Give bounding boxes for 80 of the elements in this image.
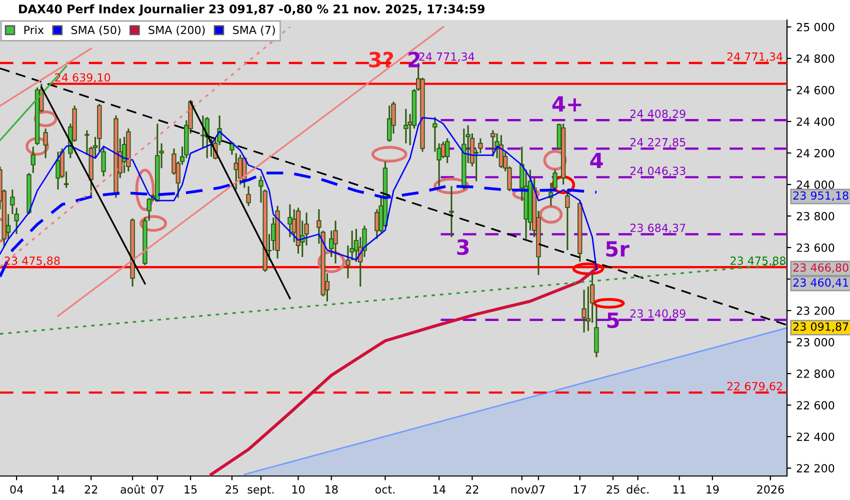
candlestick: [478, 138, 483, 154]
x-tick-label: déc.: [626, 484, 648, 494]
x-tick-label: 25: [606, 485, 620, 494]
candlestick: [146, 196, 152, 222]
ref-line-label: 24 408,29: [630, 110, 686, 120]
y-tick-label: 24 600: [796, 86, 834, 94]
candlestick: [387, 104, 392, 143]
y-tick-label: 22 800: [796, 370, 834, 378]
candlestick: [30, 146, 36, 174]
ref-line-label: 22 679,62: [727, 382, 782, 392]
y-tick-label: 24 000: [796, 180, 834, 189]
ref-line-label: 23 475,88: [4, 256, 60, 266]
x-tick-label: 2026: [757, 485, 784, 494]
y-tick-label: 24 200: [796, 148, 834, 158]
candlestick: [582, 288, 586, 334]
x-tick-label: 18: [326, 485, 338, 494]
x-tick-label: 07: [151, 485, 164, 494]
x-tick-label: 14: [433, 485, 446, 494]
candlestick: [445, 138, 450, 164]
x-tick-label: 04: [10, 485, 24, 494]
chart-title: DAX40 Perf Index Journalier 23 091,87 -0,80 % 21 nov. 2025, 17:34:59: [19, 4, 485, 16]
y-tick-label: 23 000: [796, 338, 834, 346]
ref-line-label: 23 684,37: [630, 224, 686, 234]
candlestick: [234, 152, 238, 190]
x-tick-label: 10: [292, 485, 305, 494]
annotation: 5: [607, 312, 619, 328]
legend-label: Prix: [24, 26, 44, 34]
ref-line-label: 23 140,89: [630, 309, 686, 319]
y-tick-label: 24 800: [796, 54, 834, 63]
y-tick-label: 23 200: [796, 306, 834, 315]
candlestick: [288, 204, 292, 238]
candlestick: [490, 129, 496, 158]
ref-line-label: 24 771,34: [727, 52, 782, 62]
x-tick-label: 17: [574, 485, 586, 494]
y-tick-label: 25 000: [796, 22, 834, 32]
x-tick-label: 15: [184, 485, 197, 494]
text: 23 091,87: [793, 322, 848, 332]
x-tick-label: août: [120, 484, 145, 494]
x-tick-label: 19: [706, 485, 719, 494]
annotation: 4: [590, 152, 603, 168]
x-tick-label: 25: [226, 485, 238, 494]
annotation: 24 771,34: [419, 52, 474, 62]
ref-line-label: 24 227,85: [630, 138, 686, 148]
x-tick-label: 22: [466, 485, 478, 494]
y-tick-label: 23 600: [796, 244, 834, 252]
y-tick-label: 22 600: [796, 401, 834, 410]
text: 23 951,18: [793, 191, 848, 201]
candlestick: [404, 108, 408, 144]
legend-label: SMA (50): [71, 26, 120, 36]
x-tick-label: 14: [52, 485, 64, 494]
candlestick: [333, 220, 338, 264]
y-tick-label: 22 400: [796, 432, 834, 441]
y-tick-label: 23 800: [796, 212, 834, 220]
ref-line-label: 24 046,33: [630, 166, 686, 176]
annotation: 4+: [552, 96, 582, 112]
text: 23 466,80: [793, 263, 848, 273]
text: 23 460,41: [793, 278, 848, 288]
annotation: 5r: [606, 241, 630, 257]
candlestick: [200, 114, 206, 150]
candlestick: [449, 185, 454, 238]
x-tick-label: sept.: [248, 486, 274, 496]
candlestick: [565, 188, 570, 251]
x-tick-label: nov.: [511, 487, 532, 494]
x-tick-label: oct.: [375, 486, 394, 494]
legend-label: SMA (7): [233, 26, 275, 36]
annotation: 23 475,88: [730, 256, 786, 266]
x-tick-label: 22: [84, 485, 98, 494]
annotation: 3?: [369, 52, 394, 68]
candlestick: [56, 150, 60, 190]
x-tick-label: 07: [532, 485, 545, 494]
candlestick: [292, 208, 296, 243]
candlestick: [43, 128, 48, 159]
y-tick-label: 22 200: [796, 464, 834, 472]
candlestick: [246, 185, 251, 207]
annotation: 2: [408, 52, 420, 68]
x-tick-label: 11: [673, 485, 686, 494]
ref-line-label: 24 639,10: [55, 73, 110, 83]
y-tick-label: 24 400: [796, 117, 834, 126]
legend-label: SMA (200): [148, 26, 205, 36]
annotation: 3: [457, 239, 469, 256]
